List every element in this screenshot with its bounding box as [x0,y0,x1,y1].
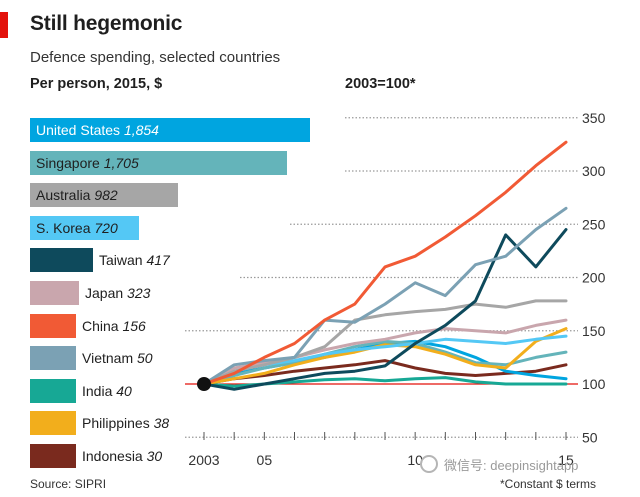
bar-category-label: India [82,382,117,399]
bar [30,346,76,371]
bar-category-label: Japan [85,284,128,301]
y-tick-label: 250 [582,216,606,232]
bar-value-label: 417 [146,252,170,269]
bar-row: Indonesia 30 [30,442,330,475]
bar-category-label: Singapore [36,154,104,171]
bar-label: China 156 [82,316,146,336]
series-line [202,299,568,386]
watermark: 微信号: deepinsightapp [420,455,578,474]
bar-label: S. Korea 720 [36,218,118,238]
series-line [202,140,568,386]
watermark-text: 微信号: deepinsightapp [444,458,579,473]
series-line [202,318,568,386]
base-point-marker [197,377,211,391]
bar-label: India 40 [82,381,132,401]
bar [30,443,76,468]
bar-label: United States 1,854 [36,120,159,140]
series-lines [197,140,568,391]
bar-label: Japan 323 [85,283,150,303]
bar-row: China 156 [30,312,330,345]
bar-label: Indonesia 30 [82,446,162,466]
bar [30,411,76,436]
bar-category-label: Indonesia [82,447,147,464]
bar-label: Australia 982 [36,185,118,205]
wechat-icon [420,455,438,473]
series-line [202,359,568,386]
bar [30,280,79,305]
bar [30,118,310,142]
bar-label: Vietnam 50 [82,348,153,368]
bar-row: S. Korea 720 [30,214,330,247]
series-line [202,327,568,386]
bar-row: United States 1,854 [30,116,330,149]
bar-value-label: 50 [137,350,153,367]
x-axis-labels: 2003 05 10 15 [188,452,574,468]
bar-category-label: S. Korea [36,219,95,236]
line-chart-caption: 2003=100* [345,76,416,92]
bar [30,150,287,175]
y-tick-label: 300 [582,163,606,179]
bar-chart: United States 1,854 Singapore 1,705 Austra… [30,116,330,475]
y-axis-labels: 50 100 150 200 250 300 350 [582,110,606,446]
series-line [202,228,568,391]
y-tick-label: 350 [582,110,606,126]
bar-category-label: Australia [36,187,95,204]
bar-row: Philippines 38 [30,409,330,442]
bar-value-label: 720 [94,219,118,236]
bar-row: Vietnam 50 [30,344,330,377]
bar-value-label: 1,705 [103,154,139,171]
bar-label: Philippines 38 [82,413,169,433]
bar-category-label: Philippines [82,415,154,432]
bar-row: Singapore 1,705 [30,149,330,182]
bar [30,215,139,240]
x-tick-label: 10 [407,452,423,468]
source-note: Source: SIPRI [30,477,107,491]
footnote: *Constant $ terms [500,477,597,491]
bar-row: India 40 [30,377,330,410]
x-axis-ticks [203,432,567,440]
bar-value-label: 40 [116,382,132,399]
chart-title: Still hegemonic [30,12,183,35]
grid-lines [185,117,578,438]
series-line [202,206,568,386]
bar-category-label: Vietnam [82,350,137,367]
bar-label: Taiwan 417 [99,250,170,270]
bar-chart-caption: Per person, 2015, $ [30,76,163,92]
bar-value-label: 38 [153,415,170,432]
bar-value-label: 30 [146,447,163,464]
bar [30,378,76,403]
y-tick-label: 50 [582,429,598,445]
bar-category-label: United States [36,122,124,138]
bar-value-label: 323 [127,284,151,301]
series-line [202,339,568,386]
x-tick-label: 2003 [188,452,219,468]
bar-row: Taiwan 417 [30,246,330,279]
y-tick-label: 200 [582,270,606,286]
x-tick-label: 05 [257,452,273,468]
bar-row: Australia 982 [30,181,330,214]
bar-value-label: 982 [94,187,118,204]
bar-category-label: Taiwan [99,252,147,269]
bar [30,183,178,208]
x-tick-label: 15 [558,452,574,468]
brand-red-mark [0,12,8,38]
bar-value-label: 1,854 [123,122,159,138]
chart-subtitle: Defence spending, selected countries [30,49,281,66]
bar [30,313,76,338]
bar-row: Japan 323 [30,279,330,312]
bar-category-label: China [82,317,123,334]
y-tick-label: 100 [582,376,606,392]
y-tick-label: 150 [582,323,606,339]
bar [30,248,93,273]
bar-value-label: 156 [122,317,146,334]
bar-label: Singapore 1,705 [36,153,139,173]
